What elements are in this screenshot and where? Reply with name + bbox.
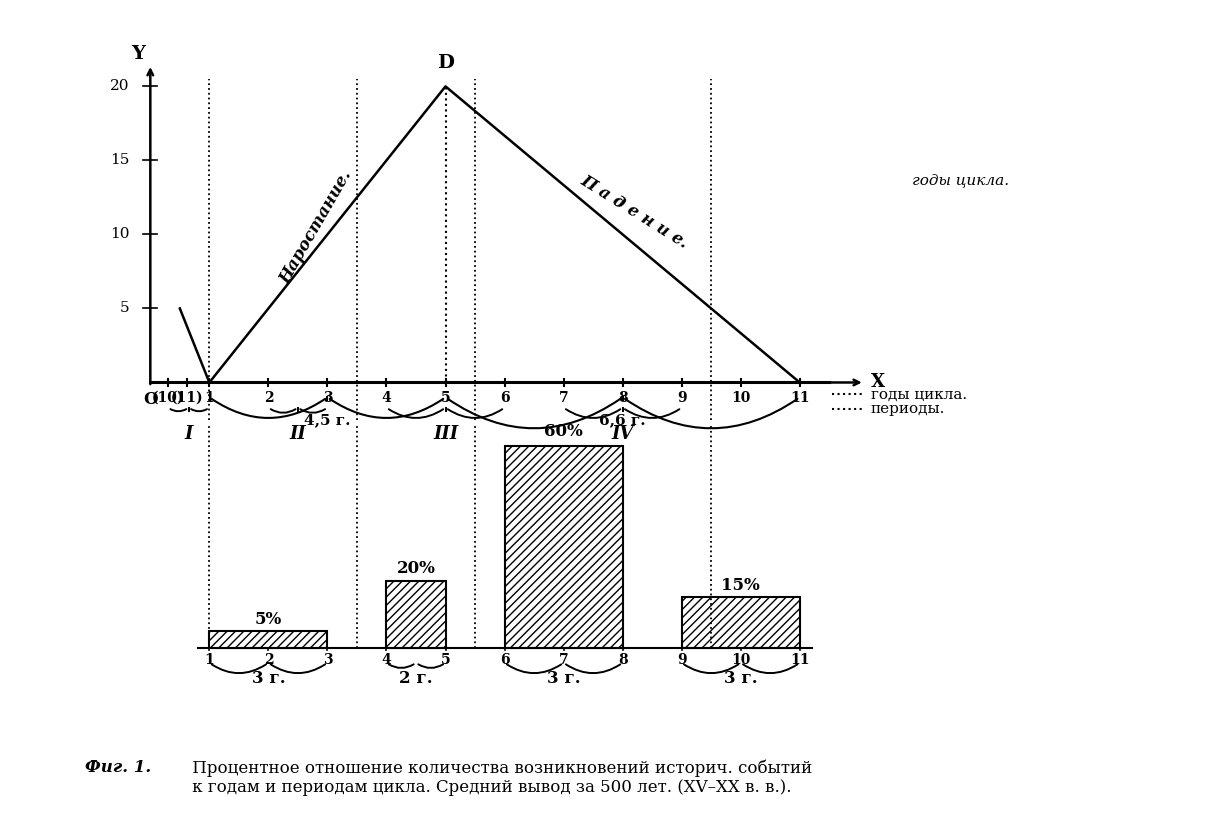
Text: 9: 9 — [676, 653, 686, 667]
Text: годы цикла.: годы цикла. — [912, 174, 1009, 187]
Text: 11: 11 — [790, 653, 809, 667]
Text: 10: 10 — [110, 227, 129, 242]
Text: 4: 4 — [382, 653, 391, 667]
Text: 60%: 60% — [545, 423, 583, 440]
Text: 10: 10 — [731, 391, 750, 404]
Text: 7: 7 — [559, 391, 569, 404]
Text: 5%: 5% — [255, 611, 281, 628]
Text: Фиг. 1.: Фиг. 1. — [85, 759, 151, 776]
Text: 3 г.: 3 г. — [724, 670, 757, 687]
Text: 6: 6 — [500, 391, 510, 404]
Text: 15%: 15% — [721, 577, 760, 594]
Text: 4: 4 — [382, 391, 391, 404]
Text: III: III — [432, 425, 458, 444]
Text: 7: 7 — [559, 653, 569, 667]
Text: O: O — [143, 391, 157, 409]
Text: 4,5 г.: 4,5 г. — [304, 414, 350, 428]
Text: Процентное отношение количества возникновений историч. событий
 к годам и период: Процентное отношение количества возникно… — [187, 759, 813, 796]
Text: X: X — [871, 373, 884, 392]
Text: 10: 10 — [731, 653, 750, 667]
Text: 2: 2 — [263, 391, 273, 404]
Text: II: II — [290, 425, 307, 444]
Text: D: D — [437, 54, 454, 71]
Text: Наростание.: Наростание. — [277, 167, 355, 287]
Text: 3 г.: 3 г. — [547, 670, 580, 687]
Text: 2: 2 — [263, 653, 273, 667]
Text: 5: 5 — [120, 301, 129, 315]
Bar — [681, 597, 800, 648]
Bar — [387, 581, 446, 648]
Text: 3: 3 — [323, 391, 332, 404]
Text: 6: 6 — [500, 653, 510, 667]
Text: 8: 8 — [617, 653, 627, 667]
Text: периоды.: периоды. — [871, 402, 945, 416]
Text: 5: 5 — [441, 391, 451, 404]
Text: 11: 11 — [790, 391, 809, 404]
Text: 3: 3 — [323, 653, 332, 667]
Text: (11): (11) — [170, 391, 203, 404]
Text: 8: 8 — [617, 391, 627, 404]
Bar — [209, 631, 327, 648]
Text: Y: Y — [132, 44, 145, 63]
Text: 1: 1 — [204, 653, 214, 667]
Text: 20%: 20% — [396, 560, 435, 577]
Text: 15: 15 — [110, 154, 129, 168]
Text: 2 г.: 2 г. — [399, 670, 432, 687]
Text: 20: 20 — [110, 80, 129, 93]
Text: 1: 1 — [204, 391, 214, 404]
Text: 6,6 г.: 6,6 г. — [599, 414, 646, 428]
Text: 3 г.: 3 г. — [251, 670, 285, 687]
Text: I: I — [185, 425, 193, 444]
Text: годы цикла.: годы цикла. — [871, 388, 966, 401]
Text: П а д е н и е.: П а д е н и е. — [577, 172, 691, 253]
Bar — [505, 446, 622, 648]
Text: 5: 5 — [441, 653, 451, 667]
Text: IV: IV — [611, 425, 634, 444]
Text: (10): (10) — [152, 391, 185, 404]
Text: 9: 9 — [676, 391, 686, 404]
